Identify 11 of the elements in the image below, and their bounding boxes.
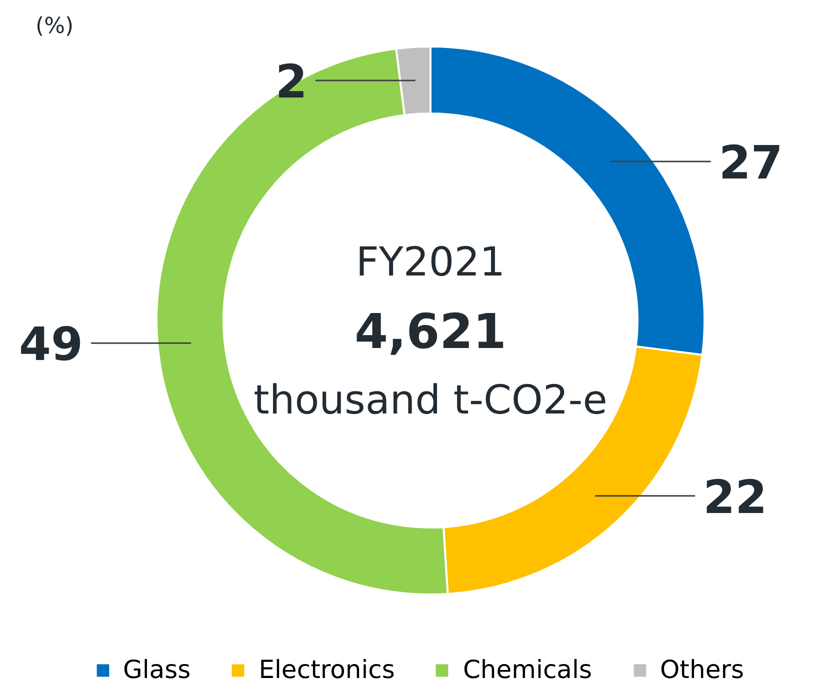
- legend-label: Chemicals: [462, 655, 592, 684]
- legend-label: Glass: [122, 655, 191, 684]
- text: (%): [36, 14, 74, 39]
- data-label: 22: [703, 470, 768, 524]
- text: FY2021: [356, 240, 506, 286]
- text: thousand t-CO2-e: [254, 378, 608, 424]
- legend-label: Electronics: [258, 655, 395, 684]
- text: 4,621: [354, 304, 506, 360]
- legend-label: Others: [660, 655, 744, 684]
- data-label: 49: [19, 317, 84, 372]
- data-label: 27: [718, 135, 783, 190]
